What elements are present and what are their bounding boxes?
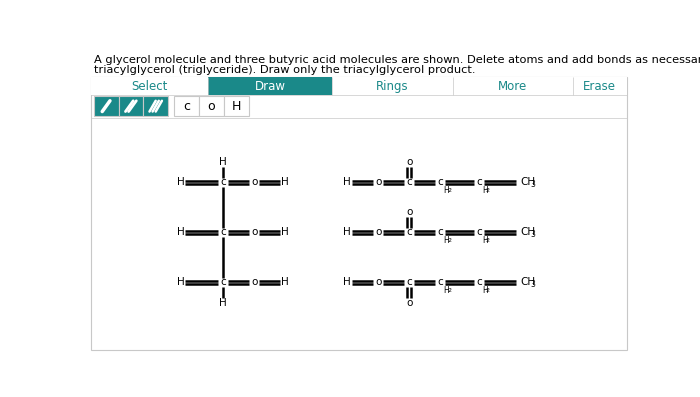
Text: More: More: [498, 80, 527, 93]
Text: CH: CH: [521, 278, 536, 287]
Text: 2: 2: [486, 238, 490, 243]
Text: o: o: [375, 278, 382, 287]
Text: c: c: [183, 100, 190, 113]
Text: H: H: [443, 286, 449, 295]
Text: o: o: [251, 177, 258, 187]
Bar: [209, 77, 332, 95]
Text: H: H: [343, 177, 351, 187]
Text: triacylglycerol (triglyceride). Draw only the triacylglycerol product.: triacylglycerol (triglyceride). Draw onl…: [94, 65, 475, 75]
Text: o: o: [406, 207, 412, 218]
Text: H: H: [443, 186, 449, 195]
Text: c: c: [476, 177, 482, 187]
Text: H: H: [343, 278, 351, 287]
Text: CH: CH: [521, 227, 536, 237]
Text: Erase: Erase: [583, 80, 616, 93]
Bar: [224, 96, 248, 116]
Text: H: H: [482, 286, 488, 295]
Text: o: o: [406, 297, 412, 308]
Text: H: H: [281, 227, 289, 237]
Text: o: o: [375, 177, 382, 187]
Text: 3: 3: [531, 230, 536, 239]
Text: H: H: [281, 278, 289, 287]
Text: c: c: [220, 227, 226, 237]
Text: 2: 2: [447, 238, 451, 243]
Text: c: c: [406, 278, 412, 287]
Text: Select: Select: [132, 80, 168, 93]
Bar: [199, 96, 224, 116]
Text: H: H: [176, 227, 184, 237]
Text: o: o: [251, 278, 258, 287]
Text: c: c: [220, 278, 226, 287]
Bar: [452, 77, 573, 95]
Bar: [332, 77, 452, 95]
Text: c: c: [476, 278, 482, 287]
Bar: [94, 96, 118, 116]
Bar: [573, 77, 627, 95]
Text: c: c: [406, 227, 412, 237]
Text: o: o: [208, 100, 216, 113]
Bar: [144, 96, 168, 116]
Bar: [90, 77, 627, 350]
Text: H: H: [443, 236, 449, 245]
Text: o: o: [375, 227, 382, 237]
Text: H: H: [281, 177, 289, 187]
Text: H: H: [176, 278, 184, 287]
Text: c: c: [476, 227, 482, 237]
Text: H: H: [343, 227, 351, 237]
Text: c: c: [438, 177, 443, 187]
Text: Rings: Rings: [376, 80, 409, 93]
Text: 2: 2: [486, 188, 490, 193]
Text: H: H: [482, 186, 488, 195]
Text: CH: CH: [521, 177, 536, 187]
Text: o: o: [251, 227, 258, 237]
Text: H: H: [219, 157, 227, 168]
Bar: [90, 77, 209, 95]
Text: 2: 2: [486, 288, 490, 293]
Text: c: c: [438, 278, 443, 287]
Text: 3: 3: [531, 280, 536, 289]
Text: H: H: [176, 177, 184, 187]
Text: H: H: [219, 297, 227, 308]
Text: A glycerol molecule and three butyric acid molecules are shown. Delete atoms and: A glycerol molecule and three butyric ac…: [94, 55, 700, 66]
Text: Draw: Draw: [255, 80, 286, 93]
Text: 2: 2: [447, 188, 451, 193]
Bar: [118, 96, 144, 116]
Text: o: o: [406, 157, 412, 168]
Bar: [174, 96, 199, 116]
Text: c: c: [406, 177, 412, 187]
Text: 3: 3: [531, 180, 536, 189]
Text: c: c: [438, 227, 443, 237]
Text: 2: 2: [447, 288, 451, 293]
Text: c: c: [220, 177, 226, 187]
Text: H: H: [482, 236, 488, 245]
Text: H: H: [232, 100, 241, 113]
